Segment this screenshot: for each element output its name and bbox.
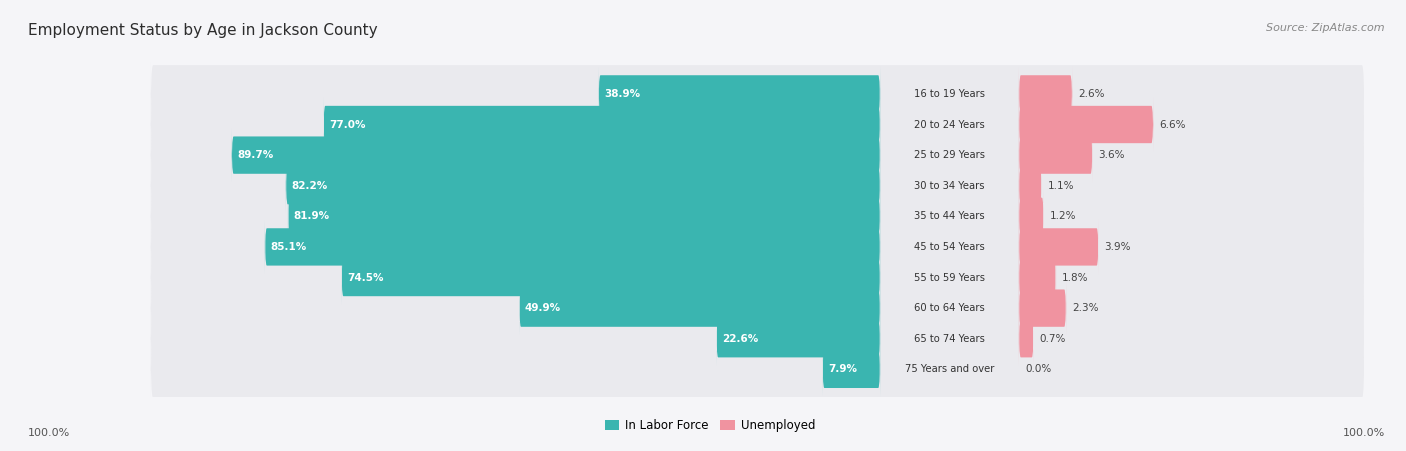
FancyBboxPatch shape (823, 342, 880, 396)
Text: 60 to 64 Years: 60 to 64 Years (914, 303, 984, 313)
Text: 82.2%: 82.2% (291, 181, 328, 191)
FancyBboxPatch shape (1019, 67, 1073, 121)
FancyBboxPatch shape (150, 153, 1364, 218)
Text: 35 to 44 Years: 35 to 44 Years (914, 212, 984, 221)
Text: 1.2%: 1.2% (1050, 212, 1077, 221)
FancyBboxPatch shape (1019, 158, 1042, 213)
FancyBboxPatch shape (150, 61, 1364, 126)
Text: 3.9%: 3.9% (1105, 242, 1130, 252)
Text: 55 to 59 Years: 55 to 59 Years (914, 272, 986, 282)
Text: 100.0%: 100.0% (28, 428, 70, 438)
Text: 0.7%: 0.7% (1039, 334, 1066, 344)
FancyBboxPatch shape (150, 215, 1364, 279)
FancyBboxPatch shape (150, 306, 1364, 371)
FancyBboxPatch shape (1019, 250, 1056, 305)
Legend: In Labor Force, Unemployed: In Labor Force, Unemployed (605, 419, 815, 432)
FancyBboxPatch shape (288, 189, 880, 244)
Text: Employment Status by Age in Jackson County: Employment Status by Age in Jackson Coun… (28, 23, 378, 37)
Text: 2.6%: 2.6% (1078, 89, 1105, 99)
Text: 38.9%: 38.9% (605, 89, 640, 99)
Text: 3.6%: 3.6% (1098, 150, 1125, 160)
FancyBboxPatch shape (323, 97, 880, 152)
Text: 74.5%: 74.5% (347, 272, 384, 282)
Text: 49.9%: 49.9% (524, 303, 561, 313)
Text: 75 Years and over: 75 Years and over (905, 364, 994, 374)
FancyBboxPatch shape (150, 123, 1364, 188)
FancyBboxPatch shape (1019, 189, 1043, 244)
Text: 0.0%: 0.0% (1025, 364, 1052, 374)
Text: 22.6%: 22.6% (721, 334, 758, 344)
FancyBboxPatch shape (1019, 128, 1092, 182)
FancyBboxPatch shape (150, 337, 1364, 402)
Text: 85.1%: 85.1% (270, 242, 307, 252)
FancyBboxPatch shape (342, 250, 880, 305)
FancyBboxPatch shape (599, 67, 880, 121)
FancyBboxPatch shape (1019, 220, 1098, 274)
Text: 7.9%: 7.9% (828, 364, 856, 374)
FancyBboxPatch shape (150, 92, 1364, 157)
FancyBboxPatch shape (285, 158, 880, 213)
Text: 45 to 54 Years: 45 to 54 Years (914, 242, 984, 252)
FancyBboxPatch shape (1019, 97, 1153, 152)
Text: 30 to 34 Years: 30 to 34 Years (914, 181, 984, 191)
Text: 25 to 29 Years: 25 to 29 Years (914, 150, 986, 160)
FancyBboxPatch shape (232, 128, 880, 182)
Text: 100.0%: 100.0% (1343, 428, 1385, 438)
FancyBboxPatch shape (1019, 312, 1033, 366)
Text: 65 to 74 Years: 65 to 74 Years (914, 334, 986, 344)
Text: 1.1%: 1.1% (1047, 181, 1074, 191)
Text: 77.0%: 77.0% (329, 120, 366, 129)
Text: 81.9%: 81.9% (294, 212, 329, 221)
Text: Source: ZipAtlas.com: Source: ZipAtlas.com (1267, 23, 1385, 32)
Text: 20 to 24 Years: 20 to 24 Years (914, 120, 984, 129)
Text: 2.3%: 2.3% (1073, 303, 1098, 313)
FancyBboxPatch shape (150, 184, 1364, 249)
Text: 1.8%: 1.8% (1062, 272, 1088, 282)
FancyBboxPatch shape (150, 276, 1364, 341)
FancyBboxPatch shape (1019, 281, 1066, 336)
FancyBboxPatch shape (264, 220, 880, 274)
Text: 89.7%: 89.7% (238, 150, 273, 160)
FancyBboxPatch shape (150, 245, 1364, 310)
FancyBboxPatch shape (716, 312, 880, 366)
FancyBboxPatch shape (519, 281, 880, 336)
Text: 6.6%: 6.6% (1160, 120, 1185, 129)
Text: 16 to 19 Years: 16 to 19 Years (914, 89, 986, 99)
